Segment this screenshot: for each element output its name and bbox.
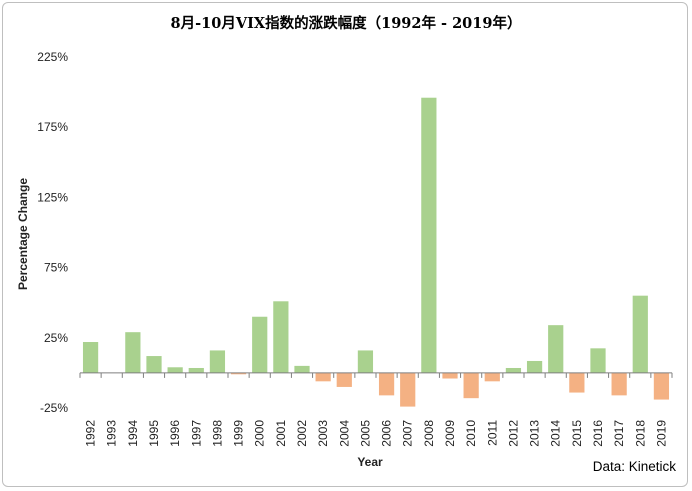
bars-group <box>82 97 670 407</box>
x-tick-label: 2003 <box>316 420 330 447</box>
bar-2013 <box>526 360 543 373</box>
bar-2015 <box>569 372 585 393</box>
x-tick-label: 2009 <box>443 420 457 447</box>
x-axis: 1992 1993 1994 1995 1996 1997 1998 1999 2000 2001… <box>79 372 673 447</box>
bar-2000 <box>252 316 268 373</box>
x-tick-label: 2018 <box>633 420 647 447</box>
x-tick-label: 2001 <box>274 420 288 447</box>
y-tick-label: -25% <box>40 401 68 415</box>
bar-2003 <box>315 372 331 382</box>
bar-1997 <box>188 367 204 373</box>
bar-2019 <box>653 372 670 400</box>
x-tick-label: 2019 <box>654 420 668 447</box>
y-axis-label: Percentage Change <box>16 178 30 290</box>
x-tick-label: 1993 <box>105 420 119 447</box>
x-tick-label: 2012 <box>506 420 520 447</box>
bar-2017 <box>611 372 627 396</box>
x-tick-label: 2010 <box>464 420 478 447</box>
bar-2005 <box>357 350 374 373</box>
bar-1995 <box>146 356 162 373</box>
y-tick-label: 125% <box>37 190 68 204</box>
chart-title: 8月-10月VIX指数的涨跌幅度（1992年 - 2019年） <box>170 15 522 32</box>
x-tick-label: 2017 <box>612 420 626 447</box>
x-tick-label: 2004 <box>337 420 351 447</box>
bar-2014 <box>548 325 564 373</box>
bar-2010 <box>463 372 479 399</box>
bar-2016 <box>590 348 606 373</box>
x-tick-label: 2014 <box>549 420 563 447</box>
x-tick-label: 2013 <box>528 420 542 447</box>
x-tick-label: 1999 <box>232 420 246 447</box>
bar-2012 <box>505 367 522 373</box>
x-tick-label: 2002 <box>295 420 309 447</box>
x-tick-label: 2016 <box>591 420 605 447</box>
bar-2011 <box>484 372 500 382</box>
chart-frame <box>2 2 688 487</box>
bar-1994 <box>125 332 141 373</box>
bar-2002 <box>294 365 310 373</box>
y-tick-label: 25% <box>44 331 68 345</box>
y-axis: 225% 175% 125% 75% 25% -25% <box>37 50 68 415</box>
bar-1998 <box>209 350 226 373</box>
bar-1992 <box>82 342 99 373</box>
x-tick-label: 1995 <box>147 420 161 447</box>
bar-2008 <box>421 97 437 373</box>
x-tick-label: 2000 <box>253 420 267 447</box>
bar-1999 <box>230 372 247 375</box>
bar-2004 <box>336 372 352 387</box>
bar-2001 <box>273 301 289 373</box>
y-tick-label: 75% <box>44 261 68 275</box>
data-source-note: Data: Kinetick <box>592 459 676 474</box>
x-tick-label: 1992 <box>84 420 98 447</box>
x-tick-label: 2011 <box>485 420 499 446</box>
x-tick-label: 2015 <box>570 420 584 447</box>
x-tick-label: 1994 <box>126 420 140 447</box>
y-tick-label: 175% <box>37 120 68 134</box>
x-tick-label: 2007 <box>401 420 415 447</box>
bar-1996 <box>167 367 183 373</box>
bar-2006 <box>378 372 395 396</box>
bar-2009 <box>442 372 458 379</box>
x-tick-label: 1996 <box>168 420 182 447</box>
x-tick-label: 1998 <box>210 420 224 447</box>
bar-2007 <box>400 372 416 407</box>
x-tick-label: 2006 <box>380 420 394 447</box>
y-tick-label: 225% <box>37 50 68 64</box>
x-tick-label: 1997 <box>189 420 203 447</box>
x-axis-label: Year <box>357 455 383 469</box>
bar-2018 <box>632 295 648 373</box>
x-tick-label: 2005 <box>358 420 372 447</box>
x-tick-label: 2008 <box>422 420 436 447</box>
